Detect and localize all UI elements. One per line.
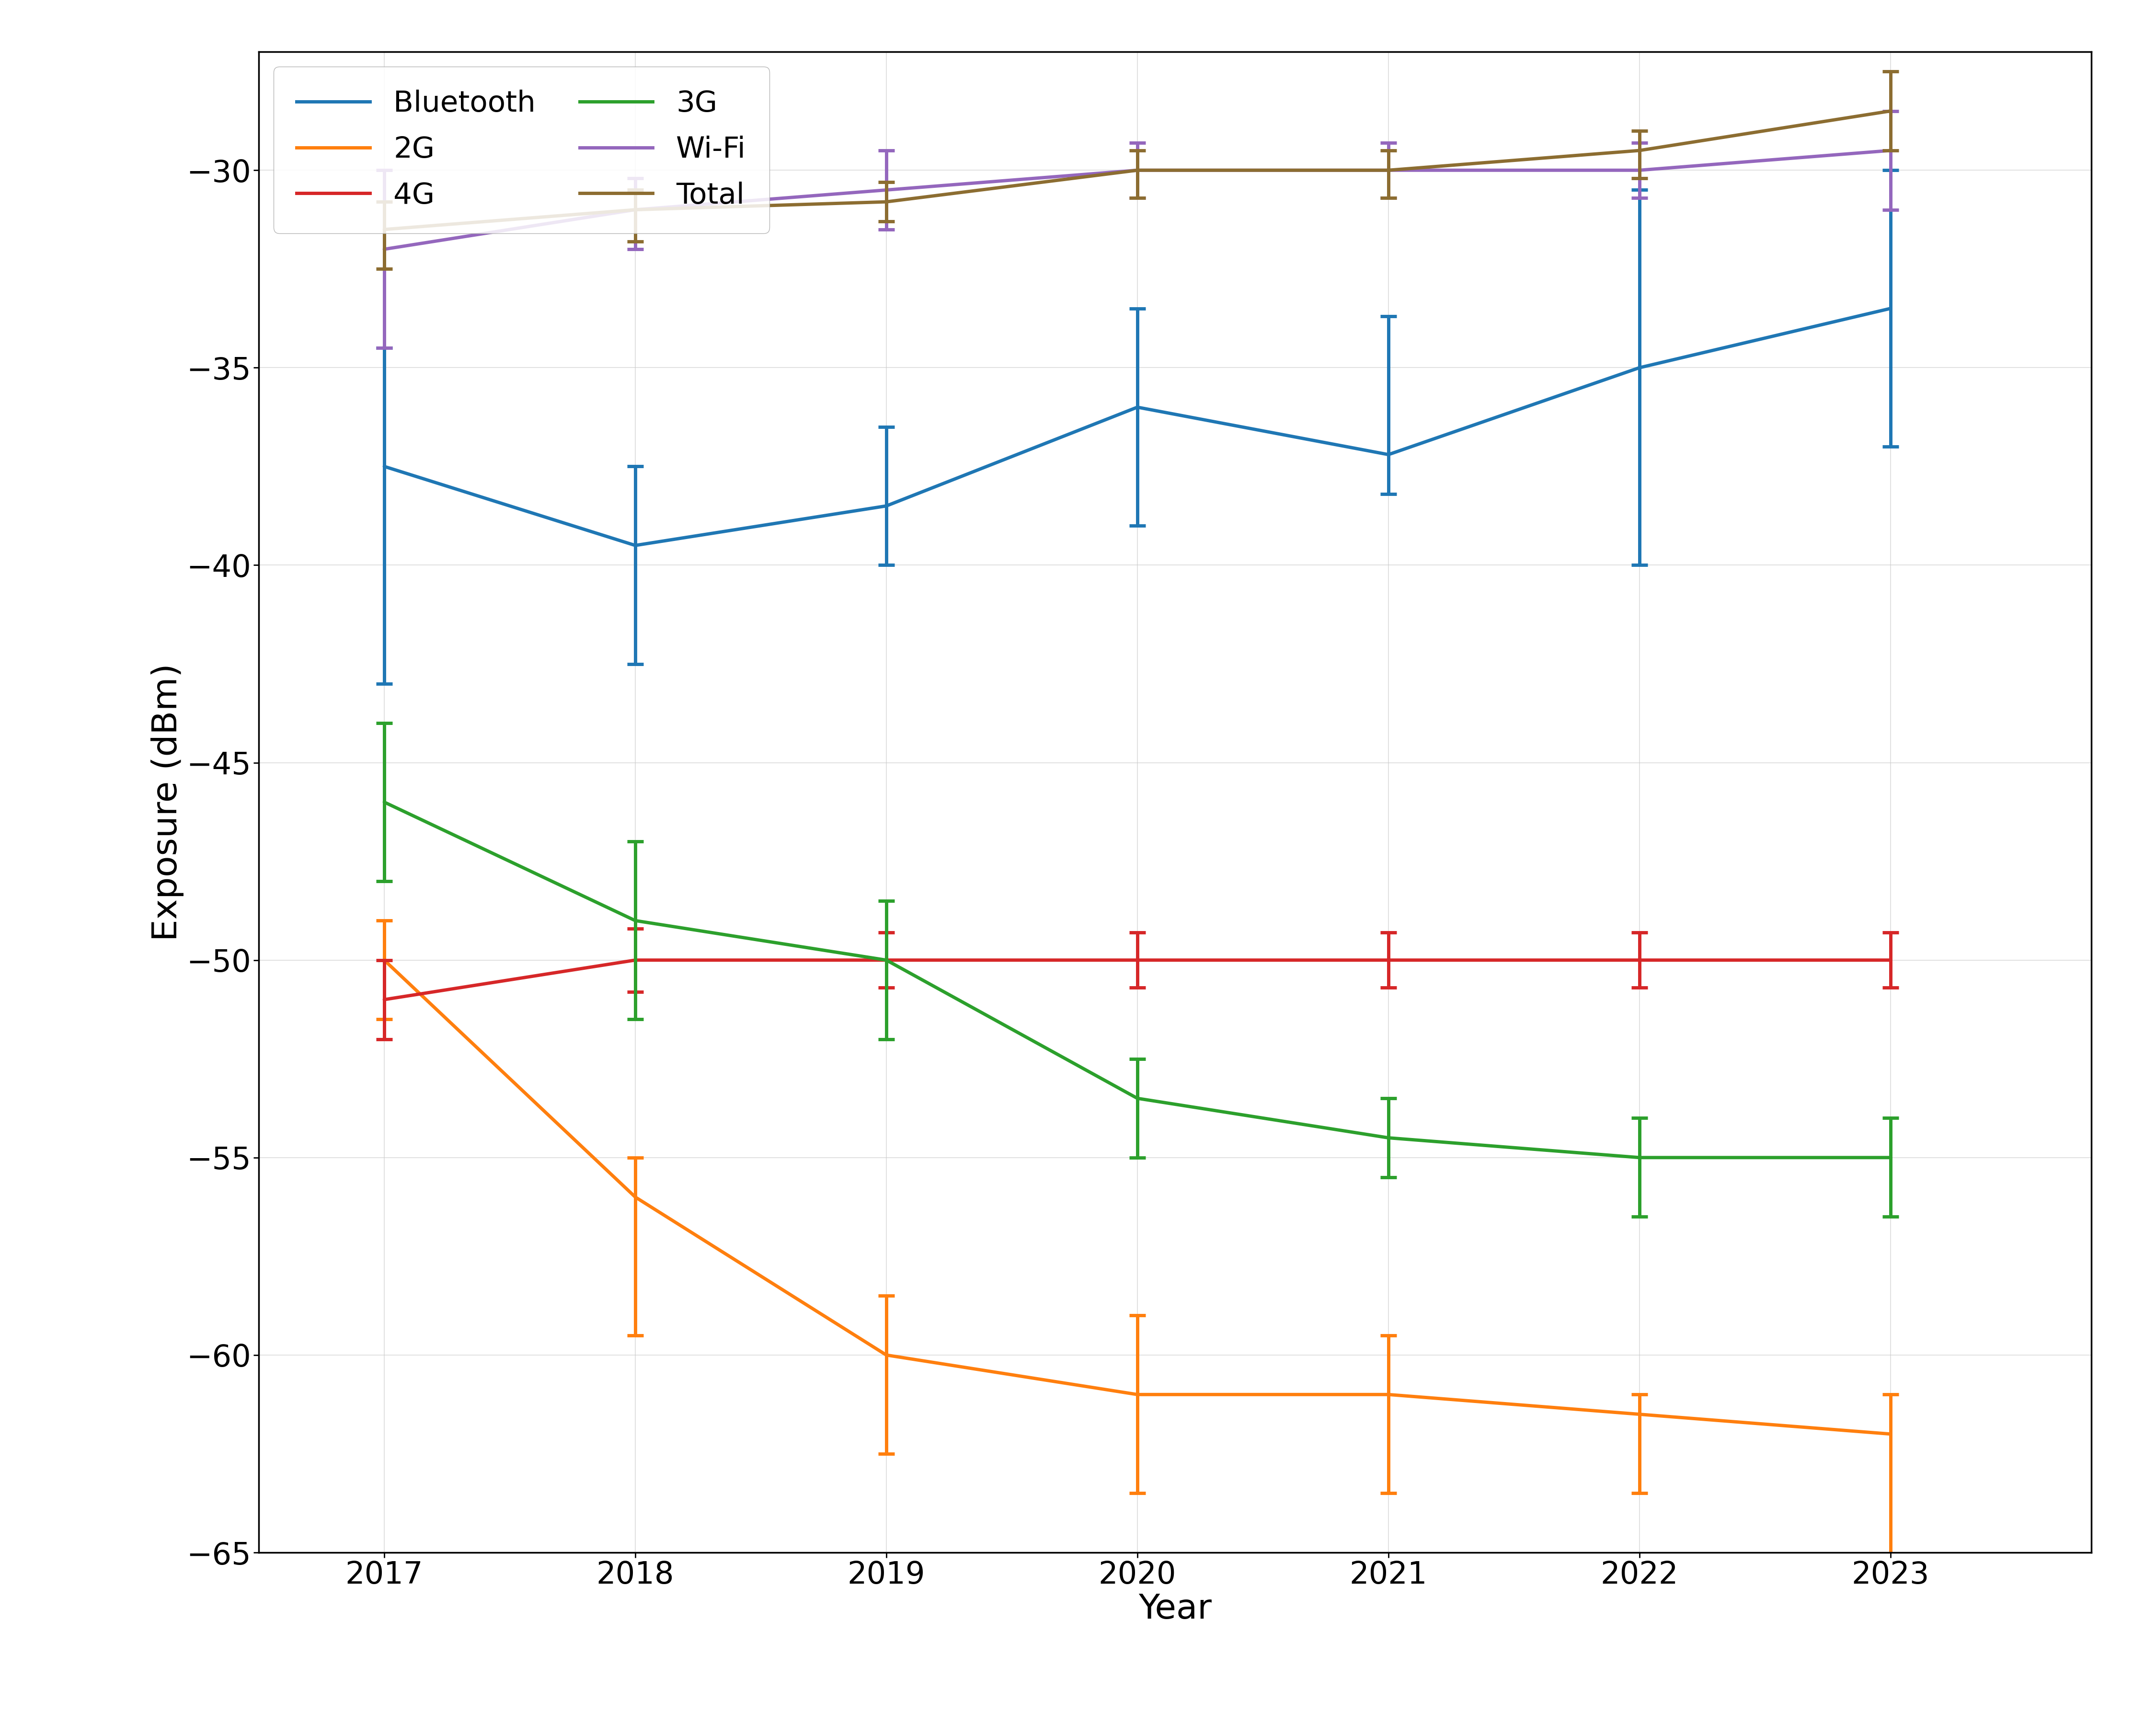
X-axis label: Year: Year: [1138, 1592, 1212, 1625]
4G: [873, 950, 899, 971]
4G: [1125, 950, 1151, 971]
2G: [1125, 1383, 1151, 1404]
Total: [371, 219, 397, 240]
Wi-Fi: [1376, 160, 1401, 181]
Line: Bluetooth: Bluetooth: [384, 309, 1891, 545]
Bluetooth: [873, 495, 899, 516]
Total: [623, 200, 649, 221]
Wi-Fi: [1125, 160, 1151, 181]
Total: [873, 191, 899, 212]
Bluetooth: [1878, 298, 1904, 319]
2G: [1878, 1423, 1904, 1444]
2G: [371, 950, 397, 971]
3G: [371, 792, 397, 812]
4G: [1376, 950, 1401, 971]
Bluetooth: [371, 455, 397, 476]
Wi-Fi: [371, 238, 397, 259]
3G: [1125, 1088, 1151, 1109]
Y-axis label: Exposure (dBm): Exposure (dBm): [151, 662, 183, 942]
4G: [371, 988, 397, 1009]
2G: [1626, 1404, 1651, 1425]
3G: [1626, 1147, 1651, 1168]
2G: [873, 1346, 899, 1366]
4G: [1878, 950, 1904, 971]
Total: [1626, 140, 1651, 160]
Bluetooth: [1626, 357, 1651, 378]
Line: 2G: 2G: [384, 961, 1891, 1433]
Total: [1376, 160, 1401, 181]
Legend: Bluetooth, 2G, 4G, 3G, Wi-Fi, Total: Bluetooth, 2G, 4G, 3G, Wi-Fi, Total: [274, 66, 770, 233]
Bluetooth: [1376, 445, 1401, 466]
Total: [1125, 160, 1151, 181]
Line: 4G: 4G: [384, 961, 1891, 999]
Line: Total: Total: [384, 110, 1891, 229]
Wi-Fi: [1878, 140, 1904, 160]
2G: [1376, 1383, 1401, 1404]
2G: [623, 1187, 649, 1207]
3G: [873, 950, 899, 971]
Bluetooth: [1125, 397, 1151, 417]
Wi-Fi: [873, 179, 899, 200]
3G: [1878, 1147, 1904, 1168]
4G: [623, 950, 649, 971]
3G: [623, 911, 649, 932]
Bluetooth: [623, 535, 649, 555]
Line: 3G: 3G: [384, 802, 1891, 1157]
4G: [1626, 950, 1651, 971]
Wi-Fi: [1626, 160, 1651, 181]
3G: [1376, 1128, 1401, 1149]
Wi-Fi: [623, 200, 649, 221]
Line: Wi-Fi: Wi-Fi: [384, 150, 1891, 248]
Total: [1878, 100, 1904, 121]
